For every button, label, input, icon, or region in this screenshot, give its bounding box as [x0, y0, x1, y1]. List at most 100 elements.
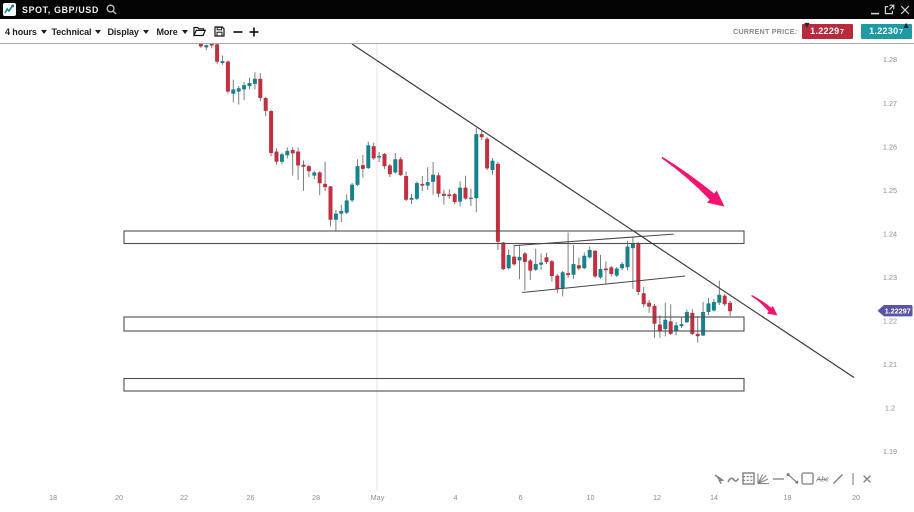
time-axis-label: 28: [312, 493, 320, 502]
open-folder-icon[interactable]: [192, 19, 206, 44]
pointer-tool-icon[interactable]: [712, 471, 725, 487]
price-axis-label: 1.28: [883, 55, 897, 64]
technical-menu[interactable]: Technical: [52, 19, 102, 44]
candle-body: [695, 333, 700, 337]
candle-body: [285, 150, 290, 156]
fib-grid-tool-icon[interactable]: [742, 471, 755, 487]
chevron-down-icon: [95, 29, 102, 34]
candle-body: [722, 295, 727, 305]
timeframe-menu[interactable]: 4 hours: [5, 19, 47, 44]
price-axis-label: 1.24: [883, 229, 897, 238]
curve-tool-icon[interactable]: [727, 471, 740, 487]
candle-body: [420, 183, 425, 186]
candle-body: [647, 302, 652, 307]
trendline[interactable]: [351, 43, 855, 378]
candle-body: [328, 186, 333, 220]
candle-body: [344, 200, 349, 213]
candle-body: [436, 175, 441, 194]
support-resistance-box[interactable]: [123, 377, 745, 392]
bid-price-fraction: 7: [839, 29, 844, 37]
candle-body: [198, 43, 203, 47]
support-resistance-box[interactable]: [123, 316, 745, 332]
price-axis-label: 1.27: [883, 99, 897, 108]
candle-body: [566, 273, 571, 276]
candle-body: [360, 165, 365, 169]
price-down-arrow-icon: ▼: [802, 20, 812, 30]
candle-body: [409, 197, 414, 200]
candle-body: [279, 154, 284, 162]
text-tool-icon[interactable]: Abc: [816, 471, 829, 487]
minimize-button[interactable]: [869, 4, 880, 16]
candle-body: [728, 302, 733, 312]
candle-body: [549, 261, 554, 277]
annotation-arrow[interactable]: [751, 295, 778, 316]
title-bar: SPOT, GBP/USD: [0, 0, 914, 19]
more-menu-label: More: [156, 26, 178, 37]
time-axis-label: 10: [586, 493, 594, 502]
more-menu[interactable]: More: [157, 19, 188, 44]
fan-tool-icon[interactable]: [757, 471, 770, 487]
display-menu[interactable]: Display: [108, 19, 149, 44]
ask-price-badge[interactable]: 1.2230 7 ▲: [860, 21, 912, 39]
candle-body: [252, 78, 257, 85]
chart-toolbar: 4 hours Technical Display More: [0, 19, 914, 44]
candle-body: [609, 267, 614, 275]
candle-body: [425, 182, 430, 186]
remove-drawings-icon[interactable]: [861, 471, 874, 487]
candle-body: [204, 45, 209, 48]
candle-body: [431, 174, 436, 182]
price-axis-label: 1.21: [883, 360, 897, 369]
diagonal-line-tool-icon[interactable]: [831, 471, 844, 487]
candle-body: [598, 269, 603, 278]
support-resistance-box[interactable]: [123, 230, 745, 245]
candle-body: [215, 44, 220, 62]
rectangle-tool-icon[interactable]: [801, 471, 814, 487]
drawing-toolbar: Abc: [712, 469, 874, 488]
candle-body: [706, 303, 711, 312]
candle-body: [690, 312, 695, 334]
candle-body: [447, 194, 452, 197]
candle-body: [247, 82, 252, 87]
candle-body: [679, 324, 684, 327]
candle-body: [263, 97, 268, 111]
candle-body: [231, 89, 236, 94]
segment-tool-icon[interactable]: [786, 471, 799, 487]
zoom-out-icon[interactable]: [233, 19, 243, 44]
horizontal-line-tool-icon[interactable]: [772, 471, 785, 487]
candle-body: [463, 187, 468, 199]
candle-body: [209, 43, 214, 46]
search-icon[interactable]: [106, 4, 117, 15]
candle-body: [501, 242, 506, 270]
candle-body: [544, 257, 549, 262]
price-axis-label: 1.23: [883, 273, 897, 282]
candle-body: [296, 151, 301, 166]
annotation-arrow[interactable]: [661, 156, 725, 207]
candle-body: [506, 255, 511, 269]
wedge-line[interactable]: [522, 275, 686, 293]
price-axis-label: 1.26: [883, 142, 897, 151]
save-icon[interactable]: [213, 19, 225, 44]
separator-bar-icon: [846, 471, 859, 487]
time-axis-label: May: [371, 493, 385, 502]
candle-body: [371, 146, 376, 159]
current-price-label: CURRENT PRICE:: [733, 27, 798, 36]
candle-body: [312, 172, 317, 176]
time-axis-label: 12: [653, 493, 661, 502]
candle-body: [468, 197, 473, 200]
chevron-down-icon: [40, 29, 47, 34]
bid-price: 1.2229: [810, 26, 840, 37]
candle-body: [242, 85, 247, 90]
candle-body: [555, 275, 560, 289]
candle-body: [350, 184, 355, 201]
popout-button[interactable]: [884, 4, 895, 16]
price-axis-label: 1.22: [883, 317, 897, 326]
wedge-line[interactable]: [514, 233, 674, 247]
ask-price-fraction: 7: [898, 29, 903, 37]
close-button[interactable]: [899, 4, 910, 16]
bid-price-badge[interactable]: ▼ 1.2229 7: [801, 20, 853, 39]
line-chart-logo-icon: [4, 4, 15, 14]
candle-body: [528, 260, 533, 271]
candle-body: [339, 210, 344, 214]
zoom-in-icon[interactable]: [249, 19, 259, 44]
